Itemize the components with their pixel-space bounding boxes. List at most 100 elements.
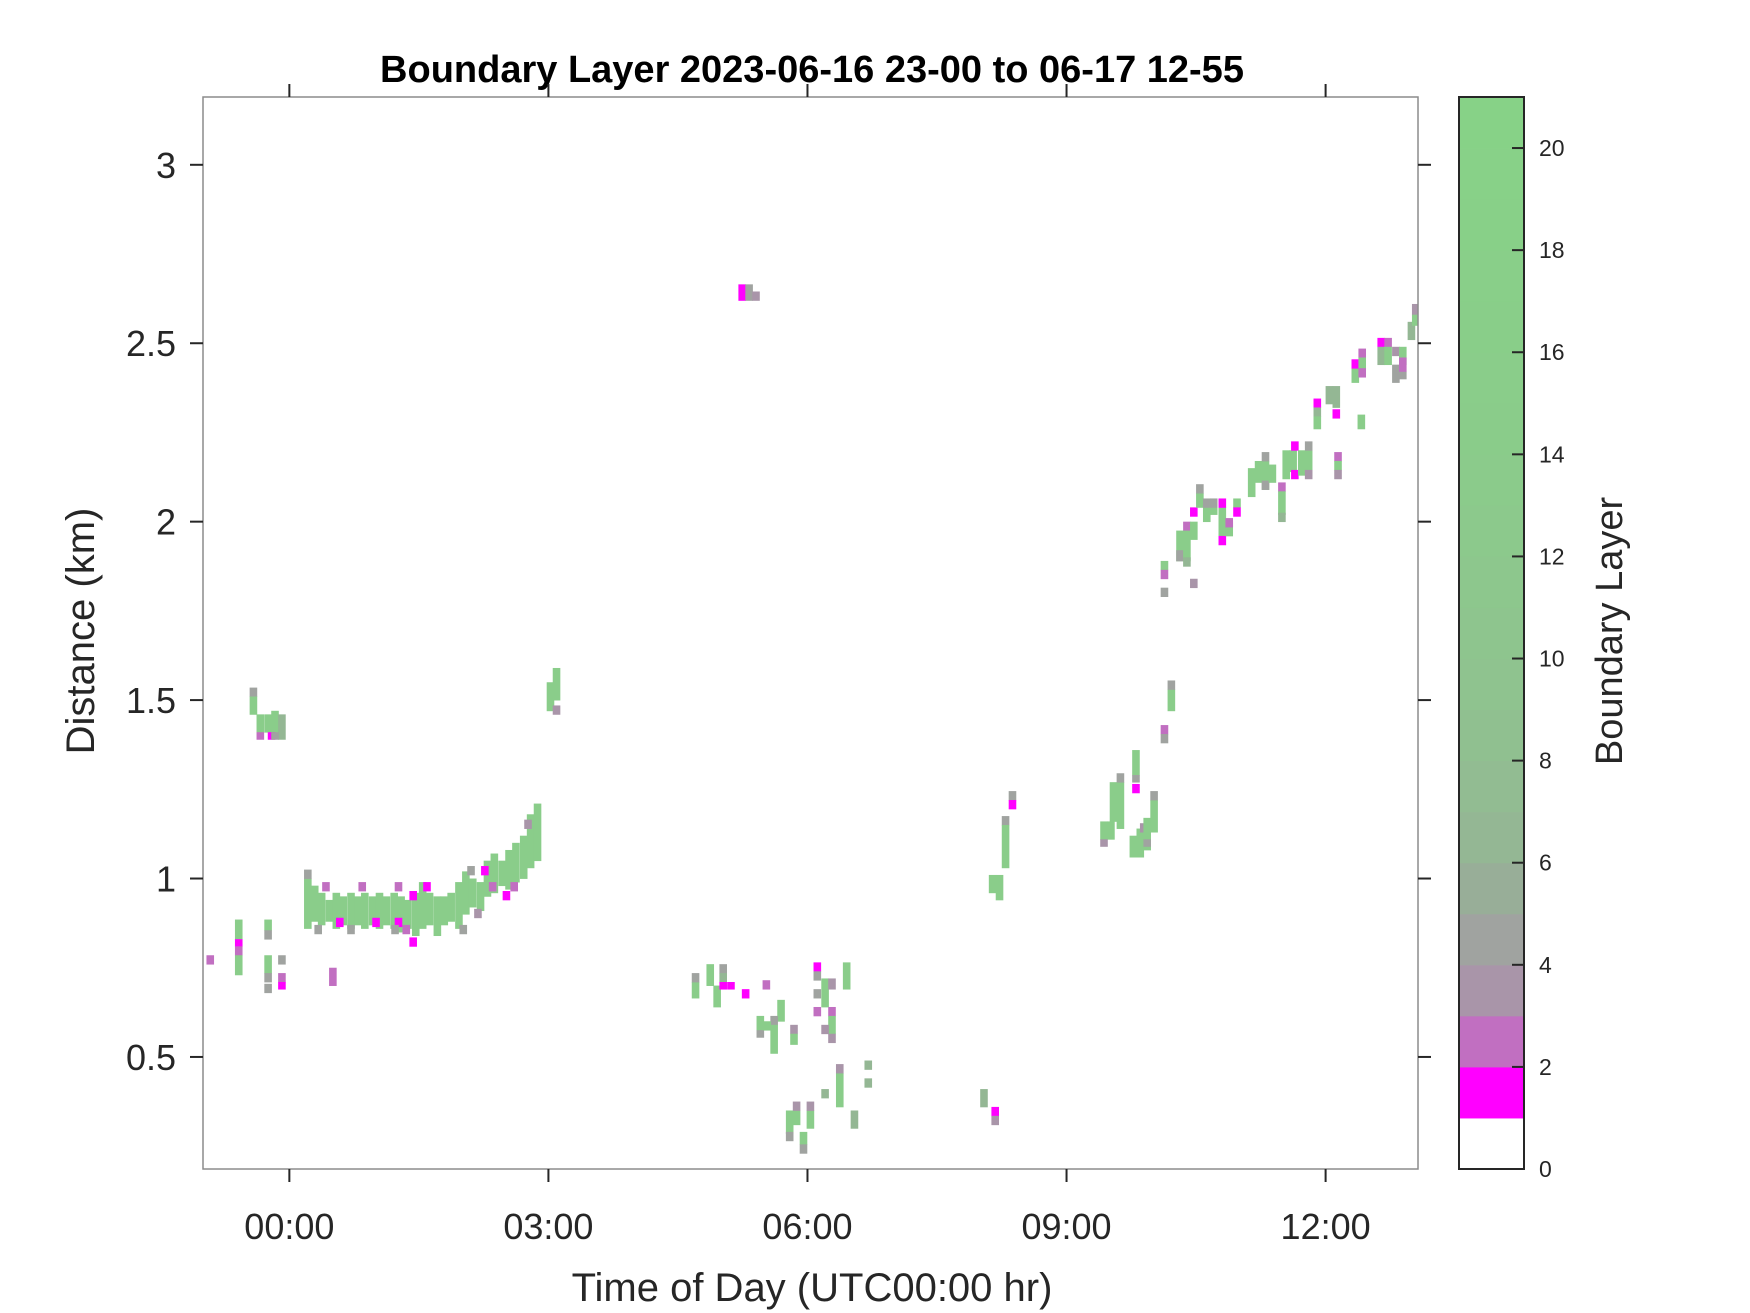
- data-cell: [278, 973, 286, 983]
- colorbar-tick-label: 6: [1539, 850, 1552, 876]
- data-cell: [1132, 783, 1140, 794]
- data-cell: [756, 1015, 765, 1031]
- data-cell: [502, 891, 511, 901]
- data-cell: [1218, 507, 1227, 537]
- data-cell: [447, 892, 455, 922]
- data-cell: [1150, 791, 1158, 801]
- data-cell: [390, 892, 398, 929]
- data-cell: [1278, 491, 1286, 515]
- data-cell: [1351, 359, 1360, 369]
- data-cell: [777, 999, 785, 1022]
- data-cell: [304, 878, 312, 929]
- data-cell: [1160, 560, 1169, 571]
- data-cell: [361, 892, 369, 929]
- y-tick-label: 2.5: [126, 323, 176, 364]
- data-cell: [1176, 550, 1184, 562]
- colorbar-band: [1459, 709, 1524, 762]
- data-cell: [339, 896, 348, 926]
- colorbar-band: [1459, 811, 1524, 864]
- data-cell: [691, 982, 700, 999]
- colorbar-frame: [1458, 96, 1525, 1170]
- data-cell: [1304, 441, 1313, 451]
- data-cell: [980, 1089, 988, 1108]
- data-cell: [1100, 839, 1108, 847]
- data-cell: [234, 919, 243, 940]
- data-cell: [813, 1006, 822, 1017]
- data-cell: [1190, 507, 1198, 517]
- data-cell: [322, 882, 330, 892]
- data-cell: [264, 973, 272, 983]
- data-cell: [835, 1073, 844, 1108]
- data-cell: [1116, 773, 1125, 783]
- data-cell: [1202, 500, 1211, 523]
- data-cell: [402, 924, 411, 935]
- y-tick-label: 3: [156, 145, 176, 186]
- data-cell: [727, 982, 735, 990]
- data-cell: [264, 955, 272, 974]
- data-cell: [785, 1110, 794, 1135]
- data-cell: [1377, 337, 1386, 348]
- data-cell: [1008, 800, 1017, 810]
- data-cell: [1392, 364, 1400, 383]
- data-cell: [1167, 680, 1176, 690]
- data-cell: [1209, 498, 1218, 508]
- data-cell: [799, 1144, 808, 1154]
- y-axis: 0.5 1 1.5 2 2.5 3: [126, 145, 1431, 1078]
- data-cell: [1357, 414, 1366, 430]
- data-cell: [1132, 750, 1140, 776]
- x-tick-label: 12:00: [1281, 1206, 1371, 1247]
- colorbar-tick-label: 8: [1539, 748, 1552, 774]
- data-cell: [409, 937, 417, 947]
- data-cell: [1325, 386, 1334, 405]
- data-cell: [813, 989, 822, 999]
- data-cell: [325, 899, 334, 922]
- data-cell: [813, 962, 822, 972]
- colorbar-band: [1459, 199, 1524, 251]
- data-cell: [271, 710, 279, 733]
- plot-frame: [202, 96, 1419, 1170]
- x-axis: 00:00 03:00 06:00 09:00 12:00: [244, 84, 1371, 1247]
- data-cell: [1384, 337, 1392, 348]
- data-cell: [455, 882, 463, 929]
- data-cell: [1183, 530, 1191, 562]
- data-cell: [354, 896, 362, 926]
- data-cell: [278, 955, 286, 965]
- data-cell: [1218, 535, 1227, 546]
- data-cell: [1261, 480, 1270, 490]
- data-cell: [404, 899, 412, 929]
- colorbar-band: [1459, 607, 1524, 660]
- data-cell: [790, 1033, 798, 1045]
- data-cell: [1183, 557, 1191, 567]
- data-cell: [770, 1024, 778, 1054]
- data-cell: [790, 1024, 798, 1035]
- colorbar-tick-label: 18: [1539, 237, 1565, 263]
- data-cell: [1384, 346, 1392, 366]
- data-cell: [382, 896, 391, 926]
- colorbar-band: [1459, 1066, 1524, 1119]
- data-cell: [1129, 835, 1138, 858]
- data-cell: [278, 982, 286, 990]
- data-cell: [314, 924, 322, 935]
- data-cell: [1399, 357, 1407, 373]
- y-tick-label: 1: [156, 859, 176, 900]
- data-cell: [397, 896, 405, 933]
- x-tick-label: 06:00: [762, 1206, 852, 1247]
- data-cell: [1190, 521, 1198, 540]
- colorbar-band: [1459, 352, 1524, 404]
- data-cell: [1334, 460, 1342, 471]
- data-cell: [1109, 782, 1118, 822]
- colorbar-tick-label: 20: [1539, 135, 1565, 161]
- colorbar-band: [1459, 1015, 1524, 1068]
- data-cell: [310, 885, 319, 922]
- data-cell: [1254, 460, 1263, 483]
- data-cell: [719, 964, 727, 974]
- colorbar-band: [1459, 964, 1524, 1017]
- data-cell: [519, 835, 528, 879]
- data-cell: [1001, 824, 1010, 869]
- data-cell: [423, 882, 431, 892]
- data-cell: [433, 896, 442, 937]
- data-cell: [799, 1131, 808, 1145]
- data-cell: [1107, 821, 1115, 840]
- data-cell: [1132, 775, 1140, 783]
- data-cell: [691, 973, 700, 983]
